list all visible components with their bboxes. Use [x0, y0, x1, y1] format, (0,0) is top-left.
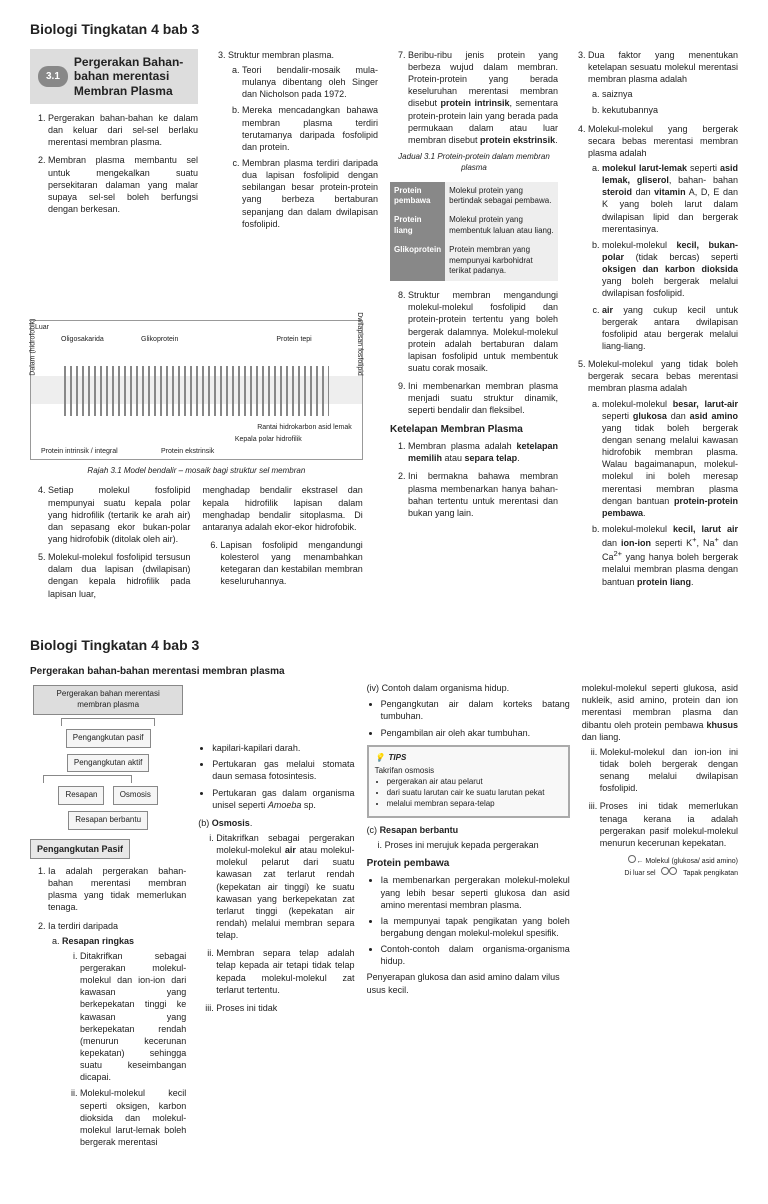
- p2-col-1: Pergerakan bahan merentasi membran plasm…: [30, 682, 186, 1154]
- membrane-figure: Luar Oligosakarida Glikoprotein Protein …: [30, 320, 363, 460]
- cont-text: menghadap bendalir ekstrasel dan kepala …: [202, 484, 362, 533]
- subhead-pergerakan: Pergerakan bahan-bahan merentasi membran…: [30, 665, 738, 679]
- page-title-2: Biologi Tingkatan 4 bab 3: [30, 636, 738, 655]
- subhead-ketelapan: Ketelapan Membran Plasma: [390, 423, 558, 437]
- p2-col-4: molekul-molekul seperti glukosa, asid nu…: [582, 682, 738, 1154]
- ketelapan-list: Membran plasma adalah ketelapan memilih …: [390, 440, 558, 519]
- passive-list: Ia adalah pergerakan bahan-bahan merenta…: [30, 865, 186, 1148]
- lightbulb-icon: 💡: [375, 753, 385, 764]
- col-4: Dua faktor yang menentukan ketelapan ses…: [570, 49, 738, 594]
- li-1: Pergerakan bahan-bahan ke dalam dan kelu…: [48, 112, 198, 148]
- li-9: Ini membenarkan membran plasma menjadi s…: [408, 380, 558, 416]
- col-3: Beribu-ribu jenis protein yang berbeza w…: [390, 49, 558, 594]
- main-list-4: Setiap molekul fosfolipid mempunyai suat…: [30, 484, 190, 599]
- li-2: Membran plasma membantu sel untuk mengek…: [48, 154, 198, 215]
- main-list-3: Struktur membran plasma. Teori bendalir-…: [210, 49, 378, 230]
- tips-header: 💡 TIPS: [375, 753, 562, 764]
- main-list-7: Beribu-ribu jenis protein yang berbeza w…: [390, 49, 558, 146]
- li-8: Struktur membran mengandungi molekul-mol…: [408, 289, 558, 374]
- main-list-1: Pergerakan bahan-bahan ke dalam dan kelu…: [30, 112, 198, 215]
- c4-3: Dua faktor yang menentukan ketelapan ses…: [588, 49, 738, 117]
- li-3a: Teori bendalir-mosaik mula-mulanya diben…: [242, 64, 378, 100]
- c4-4: Molekul-molekul yang bergerak secara beb…: [588, 123, 738, 353]
- pembawa-header: Protein pembawa: [367, 857, 570, 871]
- li-4: Setiap molekul fosfolipid mempunyai suat…: [48, 484, 190, 545]
- main-list-8: Struktur membran mengandungi molekul-mol…: [390, 289, 558, 416]
- c4-5: Molekul-molekul yang tidak boleh bergera…: [588, 358, 738, 588]
- chapter-heading: 3.1 Pergerakan Bahan-bahan merentasi Mem…: [30, 49, 198, 104]
- li-7: Beribu-ribu jenis protein yang berbeza w…: [408, 49, 558, 146]
- page-2: Biologi Tingkatan 4 bab 3 Pergerakan bah…: [30, 636, 738, 1154]
- k-1: Membran plasma adalah ketelapan memilih …: [408, 440, 558, 464]
- page-title: Biologi Tingkatan 4 bab 3: [30, 20, 738, 39]
- table-caption: Jadual 3.1 Protein-protein dalam membran…: [390, 152, 558, 174]
- page-1: Biologi Tingkatan 4 bab 3 3.1 Pergerakan…: [30, 20, 738, 606]
- molecule-diagram: ← Molekul (glukosa/ asid amino) Di luar …: [582, 855, 738, 879]
- protein-table: Protein pembawaMolekul protein yang bert…: [390, 182, 558, 282]
- chapter-badge: 3.1: [38, 66, 68, 88]
- li-5: Molekul-molekul fosfolipid tersusun dala…: [48, 551, 190, 600]
- li-3c: Membran plasma terdiri daripada dua lapi…: [242, 157, 378, 230]
- chapter-heading-text: Pergerakan Bahan-bahan merentasi Membran…: [74, 55, 190, 98]
- li-6: Lapisan fosfolipid mengandungi kolestero…: [220, 539, 362, 588]
- li-3b: Mereka mencadangkan bahawa membran plasm…: [242, 104, 378, 153]
- k-2: Ini bermakna bahawa membran plasma membe…: [408, 470, 558, 519]
- transport-tree: Pergerakan bahan merentasi membran plasm…: [30, 682, 186, 833]
- p2-col-2: kapilari-kapilari darah. Pertukaran gas …: [198, 682, 354, 1154]
- main-list-c4: Dua faktor yang menentukan ketelapan ses…: [570, 49, 738, 588]
- li-3: Struktur membran plasma. Teori bendalir-…: [228, 49, 378, 230]
- tips-box: 💡 TIPS Takrifan osmosis pergerakan air a…: [367, 745, 570, 818]
- p2-col-3: (iv) Contoh dalam organisma hidup. Penga…: [367, 682, 570, 1154]
- passive-header: Pengangkutan Pasif: [30, 839, 130, 859]
